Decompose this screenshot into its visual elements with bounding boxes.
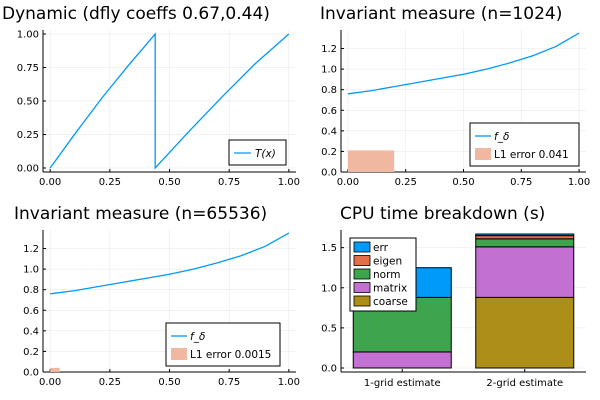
legend-swatch	[353, 268, 371, 280]
bar-segment	[475, 238, 575, 248]
y-tick-label: 0.2	[321, 147, 337, 158]
legend-error-swatch	[171, 348, 187, 360]
y-tick-label: 0.6	[321, 106, 337, 117]
x-tick-label: 0.25	[395, 177, 417, 188]
legend-label: norm	[373, 269, 400, 281]
legend-label: eigen	[373, 256, 402, 268]
legend-swatch	[353, 295, 371, 307]
legend-label: coarse	[373, 296, 408, 308]
bar-segment	[475, 233, 575, 237]
x-tick-label: 1.00	[278, 377, 300, 388]
legend-swatch	[353, 282, 371, 293]
panel1-legend: T(x)	[228, 139, 287, 166]
x-tick-label: 0.75	[218, 377, 240, 388]
legend-label: err	[373, 242, 389, 254]
x-tick-label: 1.00	[278, 177, 300, 188]
x-tick-label: 0.75	[510, 177, 532, 188]
panel3-plot: 0.00 0.25 0.50 0.75 1.00 0.0 0.2 0.4 0.6 0.8 1.0 1.…	[23, 230, 300, 388]
panel3-legend: f_δ L1 error 0.0015	[165, 322, 281, 367]
panel1-title: Dynamic (dfly coeffs 0.67,0.44)	[2, 4, 270, 24]
y-tick-label: 0.0	[321, 168, 337, 179]
legend-swatch	[353, 255, 371, 266]
y-tick-label: 0.2	[23, 347, 39, 358]
bar-segment	[475, 246, 575, 298]
y-tick-label: 1.2	[23, 244, 39, 255]
x-tick-label: 0.50	[158, 377, 180, 388]
legend-label-f: f_δ	[190, 331, 205, 343]
series-line	[50, 232, 290, 295]
legend-label-f: f_δ	[494, 131, 509, 143]
y-tick-label: 0.00	[17, 163, 39, 174]
x-tick-label: 0.00	[39, 377, 61, 388]
x-tick-label: 2-grid estimate	[486, 378, 563, 389]
series-line	[347, 32, 580, 95]
panel3-title: Invariant measure (n=65536)	[14, 204, 267, 224]
series-line	[49, 32, 290, 170]
legend-swatch	[353, 241, 371, 253]
y-tick-label: 1.00	[17, 30, 39, 41]
y-tick-label: 0.25	[17, 130, 39, 141]
error-bar	[347, 150, 395, 172]
y-tick-label: 0.8	[23, 285, 39, 296]
x-tick-label: 1.00	[568, 177, 590, 188]
x-tick-label: 0.00	[337, 177, 359, 188]
x-tick-label: 0.25	[99, 177, 121, 188]
y-tick-label: 1.0	[321, 65, 337, 76]
legend-label-error: L1 error 0.0015	[190, 349, 271, 361]
y-tick-label: 0.75	[17, 63, 39, 74]
panel2-legend: f_δ L1 error 0.041	[469, 122, 580, 167]
y-tick-label: 1.5	[321, 243, 337, 254]
legend-label-error: L1 error 0.041	[494, 149, 569, 161]
y-tick-label: 0.4	[23, 326, 39, 337]
y-tick-label: 0.0	[321, 363, 337, 374]
legend-error-swatch	[475, 148, 491, 160]
y-tick-label: 1.2	[321, 44, 337, 55]
panel1-plot: 0.00 0.25 0.50 0.75 1.00 0.00 0.25 0.50 0.75 1.00	[17, 30, 300, 188]
y-tick-label: 1.0	[321, 283, 337, 294]
x-tick-label: 0.50	[452, 177, 474, 188]
y-tick-label: 0.8	[321, 85, 337, 96]
x-tick-label: 0.75	[218, 177, 240, 188]
bar-segment	[475, 296, 575, 369]
panel2-title: Invariant measure (n=1024)	[320, 4, 562, 24]
x-tick-label: 0.25	[99, 377, 121, 388]
legend-label: matrix	[373, 283, 407, 295]
y-tick-label: 0.50	[17, 97, 39, 108]
y-tick-label: 0.4	[321, 126, 337, 137]
y-tick-label: 0.6	[23, 306, 39, 317]
y-tick-label: 0.0	[23, 368, 39, 379]
y-tick-label: 1.0	[23, 265, 39, 276]
y-tick-label: 0.5	[321, 323, 337, 334]
panel2-plot: 0.00 0.25 0.50 0.75 1.00 0.0 0.2 0.4 0.6 0.8 1.0 1.…	[321, 30, 590, 188]
panel4-title: CPU time breakdown (s)	[340, 204, 545, 224]
x-tick-label: 0.50	[158, 177, 180, 188]
bar-segment	[352, 351, 452, 369]
x-tick-label: 0.00	[39, 177, 61, 188]
error-bar	[50, 367, 60, 372]
x-tick-label: 1-grid estimate	[364, 378, 441, 389]
legend-label-tx: T(x)	[255, 148, 276, 160]
